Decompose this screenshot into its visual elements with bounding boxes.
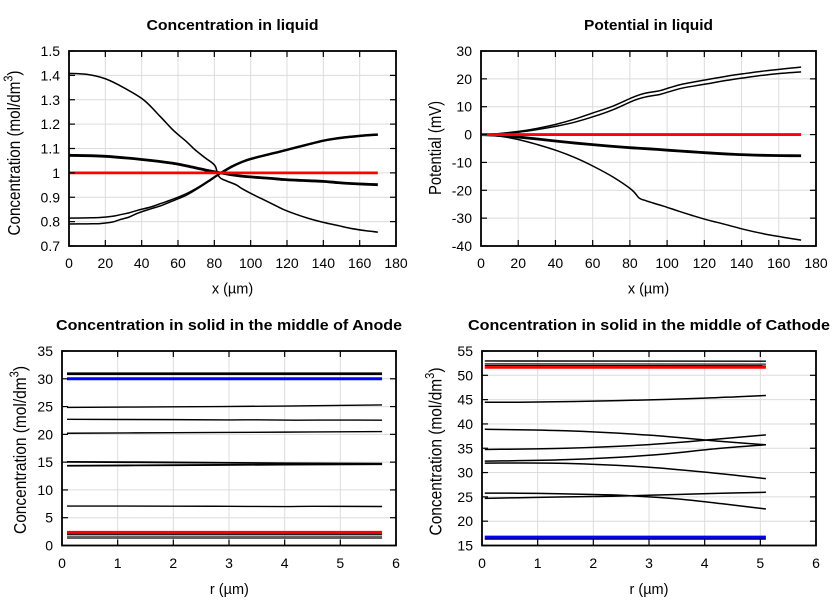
svg-text:160: 160 <box>348 255 372 271</box>
svg-text:15: 15 <box>37 454 53 470</box>
svg-text:140: 140 <box>312 255 336 271</box>
svg-text:4: 4 <box>701 555 709 571</box>
svg-text:80: 80 <box>207 255 223 271</box>
svg-text:Concentration (mol/dm3): Concentration (mol/dm3) <box>9 366 31 534</box>
svg-text:-30: -30 <box>452 210 472 226</box>
svg-text:20: 20 <box>457 513 473 529</box>
svg-text:Concentration in solid in the: Concentration in solid in the middle of … <box>56 318 402 334</box>
svg-text:6: 6 <box>812 555 820 571</box>
svg-text:-10: -10 <box>452 154 472 170</box>
svg-text:1: 1 <box>534 555 542 571</box>
svg-text:45: 45 <box>457 392 473 408</box>
svg-text:Concentration in liquid: Concentration in liquid <box>147 18 319 34</box>
svg-text:r (µm): r (µm) <box>210 582 249 598</box>
svg-text:30: 30 <box>456 43 472 59</box>
svg-text:0.7: 0.7 <box>41 238 61 254</box>
svg-text:1.4: 1.4 <box>41 67 61 83</box>
svg-text:25: 25 <box>457 489 473 505</box>
svg-text:-20: -20 <box>452 182 472 198</box>
svg-text:30: 30 <box>457 465 473 481</box>
svg-text:Concentration in solid in the: Concentration in solid in the middle of … <box>468 318 830 334</box>
svg-text:4: 4 <box>281 555 289 571</box>
svg-text:120: 120 <box>275 255 299 271</box>
svg-text:120: 120 <box>693 255 717 271</box>
svg-text:1.3: 1.3 <box>41 92 61 108</box>
svg-text:100: 100 <box>239 255 263 271</box>
svg-text:100: 100 <box>655 255 679 271</box>
svg-text:10: 10 <box>37 482 53 498</box>
svg-text:60: 60 <box>170 255 186 271</box>
svg-text:180: 180 <box>384 255 408 271</box>
svg-text:Potential (mV): Potential (mV) <box>427 101 446 195</box>
svg-text:0: 0 <box>65 255 73 271</box>
svg-text:0: 0 <box>478 555 486 571</box>
svg-text:1.5: 1.5 <box>41 43 61 59</box>
svg-text:55: 55 <box>457 343 473 359</box>
svg-text:40: 40 <box>457 416 473 432</box>
svg-text:180: 180 <box>804 255 828 271</box>
svg-text:5: 5 <box>45 510 53 526</box>
svg-text:2: 2 <box>169 555 177 571</box>
svg-text:Concentration (mol/dm3): Concentration (mol/dm3) <box>424 368 446 536</box>
svg-text:Potential in liquid: Potential in liquid <box>584 18 713 34</box>
svg-text:1.2: 1.2 <box>41 116 61 132</box>
svg-text:x (µm): x (µm) <box>212 282 253 298</box>
svg-text:x (µm): x (µm) <box>628 282 669 298</box>
svg-text:0: 0 <box>58 555 66 571</box>
svg-text:0: 0 <box>477 255 485 271</box>
svg-text:20: 20 <box>98 255 114 271</box>
svg-text:5: 5 <box>336 555 344 571</box>
svg-text:140: 140 <box>730 255 754 271</box>
svg-text:r (µm): r (µm) <box>630 582 669 598</box>
svg-text:1: 1 <box>52 165 60 181</box>
svg-text:20: 20 <box>37 426 53 442</box>
svg-text:1.1: 1.1 <box>41 141 61 157</box>
svg-text:6: 6 <box>392 555 400 571</box>
svg-text:10: 10 <box>456 99 472 115</box>
svg-text:1: 1 <box>114 555 122 571</box>
svg-text:15: 15 <box>457 538 473 554</box>
svg-text:-40: -40 <box>452 238 472 254</box>
svg-text:5: 5 <box>756 555 764 571</box>
svg-text:60: 60 <box>585 255 601 271</box>
svg-text:0.9: 0.9 <box>41 189 61 205</box>
svg-text:160: 160 <box>767 255 791 271</box>
svg-text:35: 35 <box>457 440 473 456</box>
svg-text:50: 50 <box>457 367 473 383</box>
svg-text:40: 40 <box>548 255 564 271</box>
svg-text:35: 35 <box>37 343 53 359</box>
svg-text:40: 40 <box>134 255 150 271</box>
svg-text:Concentration (mol/dm3): Concentration (mol/dm3) <box>3 70 25 235</box>
svg-text:20: 20 <box>456 71 472 87</box>
svg-text:20: 20 <box>510 255 526 271</box>
svg-text:25: 25 <box>37 399 53 415</box>
svg-text:0.8: 0.8 <box>41 214 61 230</box>
svg-text:0: 0 <box>464 127 472 143</box>
svg-text:30: 30 <box>37 371 53 387</box>
svg-text:3: 3 <box>645 555 653 571</box>
svg-text:0: 0 <box>45 538 53 554</box>
svg-text:3: 3 <box>225 555 233 571</box>
svg-text:80: 80 <box>622 255 638 271</box>
svg-text:2: 2 <box>589 555 597 571</box>
